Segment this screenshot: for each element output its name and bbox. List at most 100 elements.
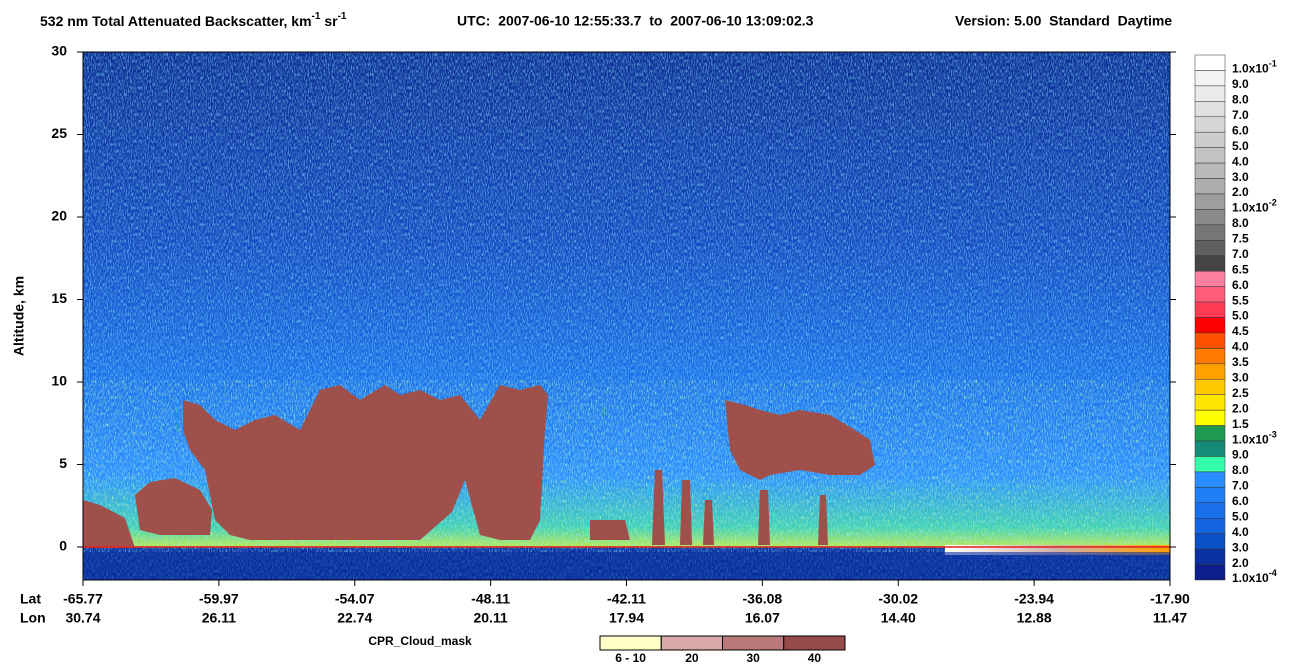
colorbar-label: 3.0	[1232, 170, 1249, 184]
colorbar-swatch	[1194, 548, 1226, 565]
colorbar-label-text: 5.0	[1232, 510, 1249, 524]
colorbar-label-text: 9.0	[1232, 448, 1249, 462]
colorbar-label-text: 1.0x10	[1232, 571, 1269, 585]
x-row-name: Lat	[20, 591, 41, 607]
cloud	[725, 400, 875, 480]
x-tick-label: 12.88	[1017, 610, 1052, 626]
colorbar-label-exponent: -3	[1269, 430, 1277, 440]
colorbar-swatch	[1194, 224, 1226, 241]
colorbar-label-text: 2.5	[1232, 386, 1249, 400]
x-tick-label: -59.97	[199, 591, 239, 607]
colorbar-label: 9.0	[1232, 77, 1249, 91]
chart-title: 532 nm Total Attenuated Backscatter, km-…	[40, 11, 347, 29]
colorbar-swatch	[1194, 332, 1226, 349]
colorbar-label-text: 8.0	[1232, 216, 1249, 230]
x-tick-label: -54.07	[335, 591, 375, 607]
cloud-mask-label: 20	[685, 651, 699, 665]
cloud	[680, 480, 692, 545]
cloud	[590, 520, 630, 540]
colorbar-label-text: 6.5	[1232, 263, 1249, 277]
x-tick-label: -65.77	[63, 591, 103, 607]
cloud-mask-label: 30	[746, 651, 760, 665]
x-tick-label: -42.11	[607, 591, 646, 607]
colorbar-label-text: 3.0	[1232, 170, 1249, 184]
cloud	[703, 500, 714, 545]
colorbar-label: 5.0	[1232, 510, 1249, 524]
colorbar-label-text: 4.0	[1232, 525, 1249, 539]
colorbar-label-text: 1.0x10	[1232, 62, 1269, 76]
colorbar-swatch	[1194, 209, 1226, 226]
cloud	[135, 478, 212, 535]
title-exponent: -1	[338, 11, 347, 22]
colorbar-label: 2.0	[1232, 402, 1249, 416]
colorbar-label-text: 3.0	[1232, 541, 1249, 555]
colorbar-label: 3.0	[1232, 371, 1249, 385]
colorbar-swatch	[1194, 301, 1226, 318]
cloud-mask-swatch	[783, 635, 846, 651]
x-tick-label: 16.07	[745, 610, 780, 626]
colorbar-swatch	[1194, 517, 1226, 534]
x-tick-label: 11.47	[1153, 610, 1187, 626]
colorbar-label-text: 1.0x10	[1232, 201, 1269, 215]
x-tick-label: 30.74	[65, 610, 100, 626]
cloud-mask-swatch	[599, 635, 662, 651]
colorbar-swatch	[1194, 425, 1226, 442]
colorbar-swatch	[1194, 379, 1226, 395]
x-tick-label: 20.11	[473, 610, 507, 626]
colorbar-label: 8.0	[1232, 463, 1249, 477]
colorbar-label-text: 4.0	[1232, 154, 1249, 168]
x-tick-label: -30.02	[878, 591, 918, 607]
colorbar-label-text: 3.0	[1232, 371, 1249, 385]
colorbar-label-text: 6.0	[1232, 278, 1249, 292]
colorbar-label-text: 2.0	[1232, 402, 1249, 416]
colorbar-label-text: 7.0	[1232, 479, 1249, 493]
colorbar-label: 4.5	[1232, 324, 1249, 338]
colorbar-label: 3.0	[1232, 541, 1249, 555]
y-tick-label: 20	[51, 208, 67, 224]
title-text: 532 nm Total Attenuated Backscatter, km	[40, 13, 312, 29]
cloud	[818, 495, 828, 545]
cloud	[652, 470, 665, 545]
colorbar-swatch	[1194, 193, 1226, 210]
colorbar-label-text: 4.0	[1232, 340, 1249, 354]
colorbar-swatch	[1194, 240, 1226, 256]
cloud-mask-label: 40	[808, 651, 822, 665]
y-tick-label: 25	[51, 125, 67, 141]
y-tick-label: 30	[51, 43, 67, 59]
colorbar-swatch	[1194, 564, 1226, 581]
colorbar-swatch	[1194, 101, 1226, 118]
x-tick-label: 26.11	[202, 610, 236, 626]
colorbar-label-text: 6.0	[1232, 494, 1249, 508]
plot-area	[83, 52, 1170, 580]
colorbar-label: 8.0	[1232, 93, 1249, 107]
cloud-mask-swatch	[660, 635, 723, 651]
colorbar-label: 6.0	[1232, 494, 1249, 508]
colorbar-label: 4.0	[1232, 154, 1249, 168]
colorbar-label: 2.0	[1232, 185, 1249, 199]
colorbar-swatch	[1194, 363, 1226, 380]
colorbar-swatch	[1194, 162, 1226, 179]
colorbar-label-text: 1.5	[1232, 417, 1249, 431]
version: Version: 5.00 Standard Daytime	[955, 13, 1172, 29]
colorbar-label-text: 2.0	[1232, 185, 1249, 199]
cloud	[183, 385, 548, 540]
surface-return	[945, 545, 1170, 555]
colorbar-label: 5.0	[1232, 309, 1249, 323]
colorbar-label-exponent: -2	[1269, 198, 1277, 208]
y-tick-label: 15	[51, 290, 67, 306]
colorbar-swatch	[1194, 533, 1226, 550]
x-tick-label: -23.94	[1014, 591, 1054, 607]
colorbar-label: 2.0	[1232, 556, 1249, 570]
colorbar-swatch	[1194, 131, 1226, 148]
colorbar-label-text: 8.0	[1232, 463, 1249, 477]
colorbar-label: 9.0	[1232, 448, 1249, 462]
colorbar-label-exponent: -4	[1269, 569, 1277, 579]
colorbar-label: 1.0x10-2	[1232, 198, 1277, 215]
colorbar-label-text: 2.0	[1232, 556, 1249, 570]
colorbar-label-text: 8.0	[1232, 93, 1249, 107]
colorbar-label: 1.0x10-1	[1232, 59, 1277, 76]
x-tick-label: 17.94	[609, 610, 644, 626]
colorbar-label: 8.0	[1232, 216, 1249, 230]
title-exponent: -1	[312, 11, 321, 22]
